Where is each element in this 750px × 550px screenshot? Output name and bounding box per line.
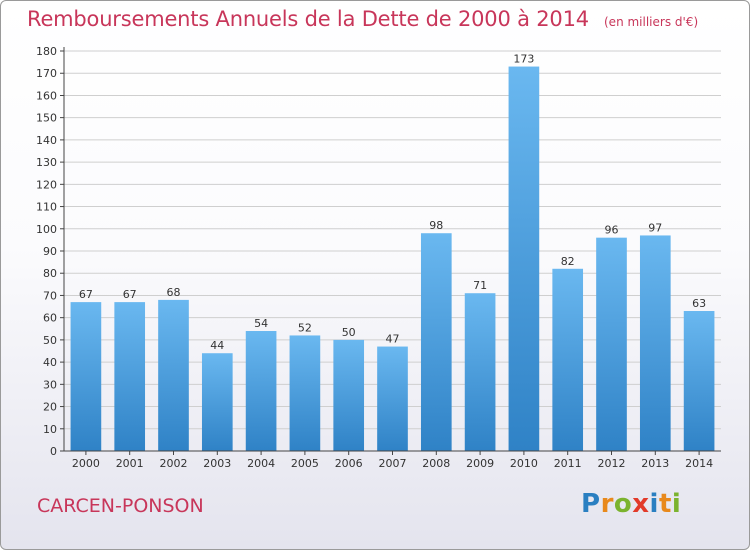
value-label: 82 — [561, 255, 575, 268]
bar-2003 — [201, 353, 233, 451]
y-tick-label: 110 — [36, 201, 57, 214]
logo-letter: r — [600, 489, 614, 519]
bar-2013 — [639, 235, 671, 451]
x-tick-label: 2003 — [203, 457, 231, 470]
y-tick-label: 100 — [36, 223, 57, 236]
chart-title: Remboursements Annuels de la Dette de 20… — [27, 7, 589, 31]
value-label: 50 — [342, 326, 356, 339]
bar-2006 — [333, 339, 365, 451]
bars — [70, 66, 715, 452]
value-label: 173 — [513, 53, 534, 66]
y-tick-label: 160 — [36, 89, 57, 102]
axes — [60, 47, 721, 455]
x-tick-label: 2002 — [160, 457, 188, 470]
value-label: 67 — [79, 288, 93, 301]
y-tick-label: 20 — [43, 401, 57, 414]
y-tick-label: 50 — [43, 334, 57, 347]
value-label: 52 — [298, 321, 312, 334]
x-tick-label: 2005 — [291, 457, 319, 470]
bar-2009 — [464, 293, 496, 451]
value-label: 63 — [692, 297, 706, 310]
value-label: 96 — [605, 224, 619, 237]
y-tick-label: 70 — [43, 289, 57, 302]
value-label: 71 — [473, 279, 487, 292]
bar-2002 — [158, 299, 189, 451]
bar-2011 — [552, 268, 584, 451]
x-tick-label: 2001 — [116, 457, 144, 470]
value-label: 98 — [429, 219, 443, 232]
y-tick-label: 0 — [50, 445, 57, 458]
bar-2014 — [683, 311, 715, 451]
title-row: Remboursements Annuels de la Dette de 20… — [27, 7, 698, 31]
y-tick-label: 150 — [36, 112, 57, 125]
y-tick-label: 170 — [36, 67, 57, 80]
x-tick-label: 2010 — [510, 457, 538, 470]
y-tick-label: 80 — [43, 267, 57, 280]
y-tick-label: 40 — [43, 356, 57, 369]
y-tick-label: 120 — [36, 178, 57, 191]
x-tick-label: 2013 — [641, 457, 669, 470]
value-label: 44 — [210, 339, 224, 352]
y-tick-label: 140 — [36, 134, 57, 147]
bar-2005 — [289, 335, 321, 451]
y-tick-label: 60 — [43, 312, 57, 325]
bar-2008 — [420, 233, 452, 451]
x-tick-label: 2007 — [379, 457, 407, 470]
chart-unit: (en milliers d'€) — [604, 15, 699, 29]
bar-2010 — [508, 66, 540, 452]
y-tick-label: 90 — [43, 245, 57, 258]
value-label: 47 — [386, 333, 400, 346]
x-tick-label: 2004 — [247, 457, 275, 470]
bar-2007 — [377, 346, 408, 451]
x-tick-label: 2008 — [422, 457, 450, 470]
logo-letter: P — [581, 489, 601, 519]
logo-letter: i — [671, 489, 682, 519]
bar-2004 — [245, 331, 277, 451]
x-tick-label: 2009 — [466, 457, 494, 470]
x-tick-label: 2011 — [554, 457, 582, 470]
logo-letter: t — [658, 489, 672, 519]
value-label: 68 — [167, 286, 181, 299]
bar-2000 — [70, 302, 102, 451]
logo-letter: i — [649, 489, 659, 519]
logo-letter: o — [613, 489, 633, 519]
x-tick-label: 2006 — [335, 457, 363, 470]
labels: 0 10 20 30 40 50 60 70 80 90 100 110 120 130 140 150 160… — [36, 45, 713, 470]
logo-letter: x — [632, 489, 650, 519]
x-tick-label: 2012 — [598, 457, 626, 470]
y-tick-label: 180 — [36, 45, 57, 58]
x-tick-label: 2014 — [685, 457, 713, 470]
y-tick-label: 10 — [43, 423, 57, 436]
commune-name: CARCEN-PONSON — [37, 495, 204, 517]
value-label: 67 — [123, 288, 137, 301]
bar-2012 — [596, 237, 627, 451]
value-label: 97 — [648, 221, 662, 234]
y-tick-label: 130 — [36, 156, 57, 169]
x-tick-label: 2000 — [72, 457, 100, 470]
y-tick-label: 30 — [43, 378, 57, 391]
value-label: 54 — [254, 317, 268, 330]
bar-2001 — [114, 302, 146, 451]
proxiti-logo: Proxiti — [581, 489, 681, 519]
